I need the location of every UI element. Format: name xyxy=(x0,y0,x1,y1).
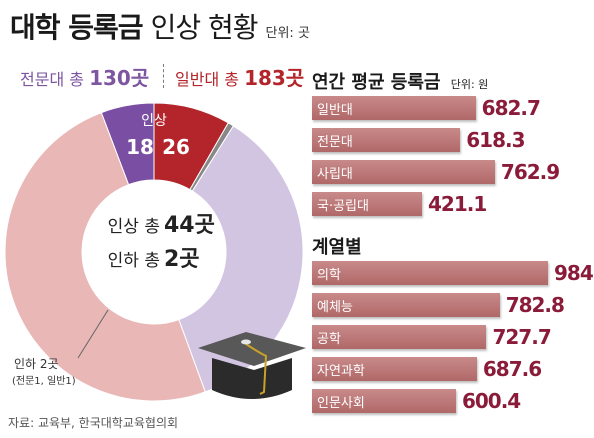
donut-slice-4 xyxy=(4,111,206,402)
donut-chart: 인상 18 26 인상 총 44곳 인하 총 2곳 인하 2곳 (전문1, 일반… xyxy=(4,102,306,402)
field-bar: 예체능 xyxy=(312,293,500,317)
total-cut-value: 2곳 xyxy=(164,247,200,272)
junior-raise-value: 18 xyxy=(126,135,154,159)
avg-tuition-bar-label: 전문대 xyxy=(317,135,353,150)
avg-tuition-bar-label: 국·공립대 xyxy=(317,199,369,214)
cut-annotation-detail: (전문1, 일반1) xyxy=(12,375,76,387)
field-bar-value: 600.4 xyxy=(461,389,521,413)
avg-tuition-bar-value: 762.9 xyxy=(500,160,560,184)
general-total-label: 일반대 총 xyxy=(175,70,239,89)
avg-tuition-bar-label: 사립대 xyxy=(317,167,353,182)
total-raise-value: 44곳 xyxy=(164,213,215,238)
field-bar: 자연과학 xyxy=(312,357,477,381)
cut-annotation-leader xyxy=(77,309,109,359)
general-raise-value: 26 xyxy=(162,135,190,159)
raise-tag: 인상 xyxy=(141,113,167,129)
avg-tuition-bar-value: 421.1 xyxy=(428,192,487,216)
general-total: 일반대 총 183곳 xyxy=(175,62,304,91)
total-cut-label: 인하 총 xyxy=(108,251,160,271)
junior-total-label: 전문대 총 xyxy=(20,70,84,89)
graduation-cap-icon xyxy=(198,332,306,399)
page-title: 대학 등록금 xyxy=(10,11,144,44)
field-bar: 공학 xyxy=(312,325,487,349)
avg-tuition-title-text: 연간 평균 등록금 xyxy=(312,72,441,93)
field-title: 계열별 xyxy=(312,233,362,259)
field-bar-value: 984.3 xyxy=(554,261,594,285)
cut-annotation-label: 인하 2곳 xyxy=(14,357,59,371)
totals-divider xyxy=(163,64,164,88)
avg-tuition-bar: 사립대 xyxy=(312,160,495,184)
field-bar-label: 공학 xyxy=(317,332,341,347)
avg-tuition-bar-label: 일반대 xyxy=(317,103,353,118)
avg-tuition-title: 연간 평균 등록금 단위: 원 xyxy=(312,68,488,94)
avg-tuition-bar: 국·공립대 xyxy=(312,192,422,216)
source-note: 자료: 교육부, 한국대학교육협의회 xyxy=(8,416,179,430)
field-bar-label: 의학 xyxy=(317,268,341,283)
totals-legend: 전문대 총 130곳 일반대 총 183곳 xyxy=(10,62,304,91)
field-bar-label: 예체능 xyxy=(317,300,353,315)
field-bar-label: 자연과학 xyxy=(317,364,365,379)
avg-tuition-bar-value: 618.3 xyxy=(466,128,525,152)
avg-tuition-bar: 전문대 xyxy=(312,128,461,152)
donut-slices xyxy=(4,102,304,402)
junior-total: 전문대 총 130곳 xyxy=(20,62,149,91)
page-title-light: 인상 현황 xyxy=(150,11,259,44)
field-title-text: 계열별 xyxy=(312,237,362,258)
field-bar: 의학 xyxy=(312,261,548,285)
field-bar-label: 인문사회 xyxy=(317,396,365,411)
field-bar-value: 727.7 xyxy=(492,325,551,349)
avg-tuition-unit: 단위: 원 xyxy=(450,78,489,91)
junior-total-value: 130곳 xyxy=(89,66,150,90)
avg-tuition-bar-value: 682.7 xyxy=(481,96,541,120)
total-raise-label: 인상 총 xyxy=(108,217,160,237)
field-bar: 인문사회 xyxy=(312,389,456,413)
field-bar-value: 782.8 xyxy=(505,293,565,317)
avg-tuition-bar: 일반대 xyxy=(312,96,476,120)
title-unit: 단위: 곳 xyxy=(265,26,310,41)
field-bar-value: 687.6 xyxy=(482,357,542,381)
general-total-value: 183곳 xyxy=(244,66,305,90)
page-header: 대학 등록금 인상 현황 단위: 곳 xyxy=(10,6,310,46)
